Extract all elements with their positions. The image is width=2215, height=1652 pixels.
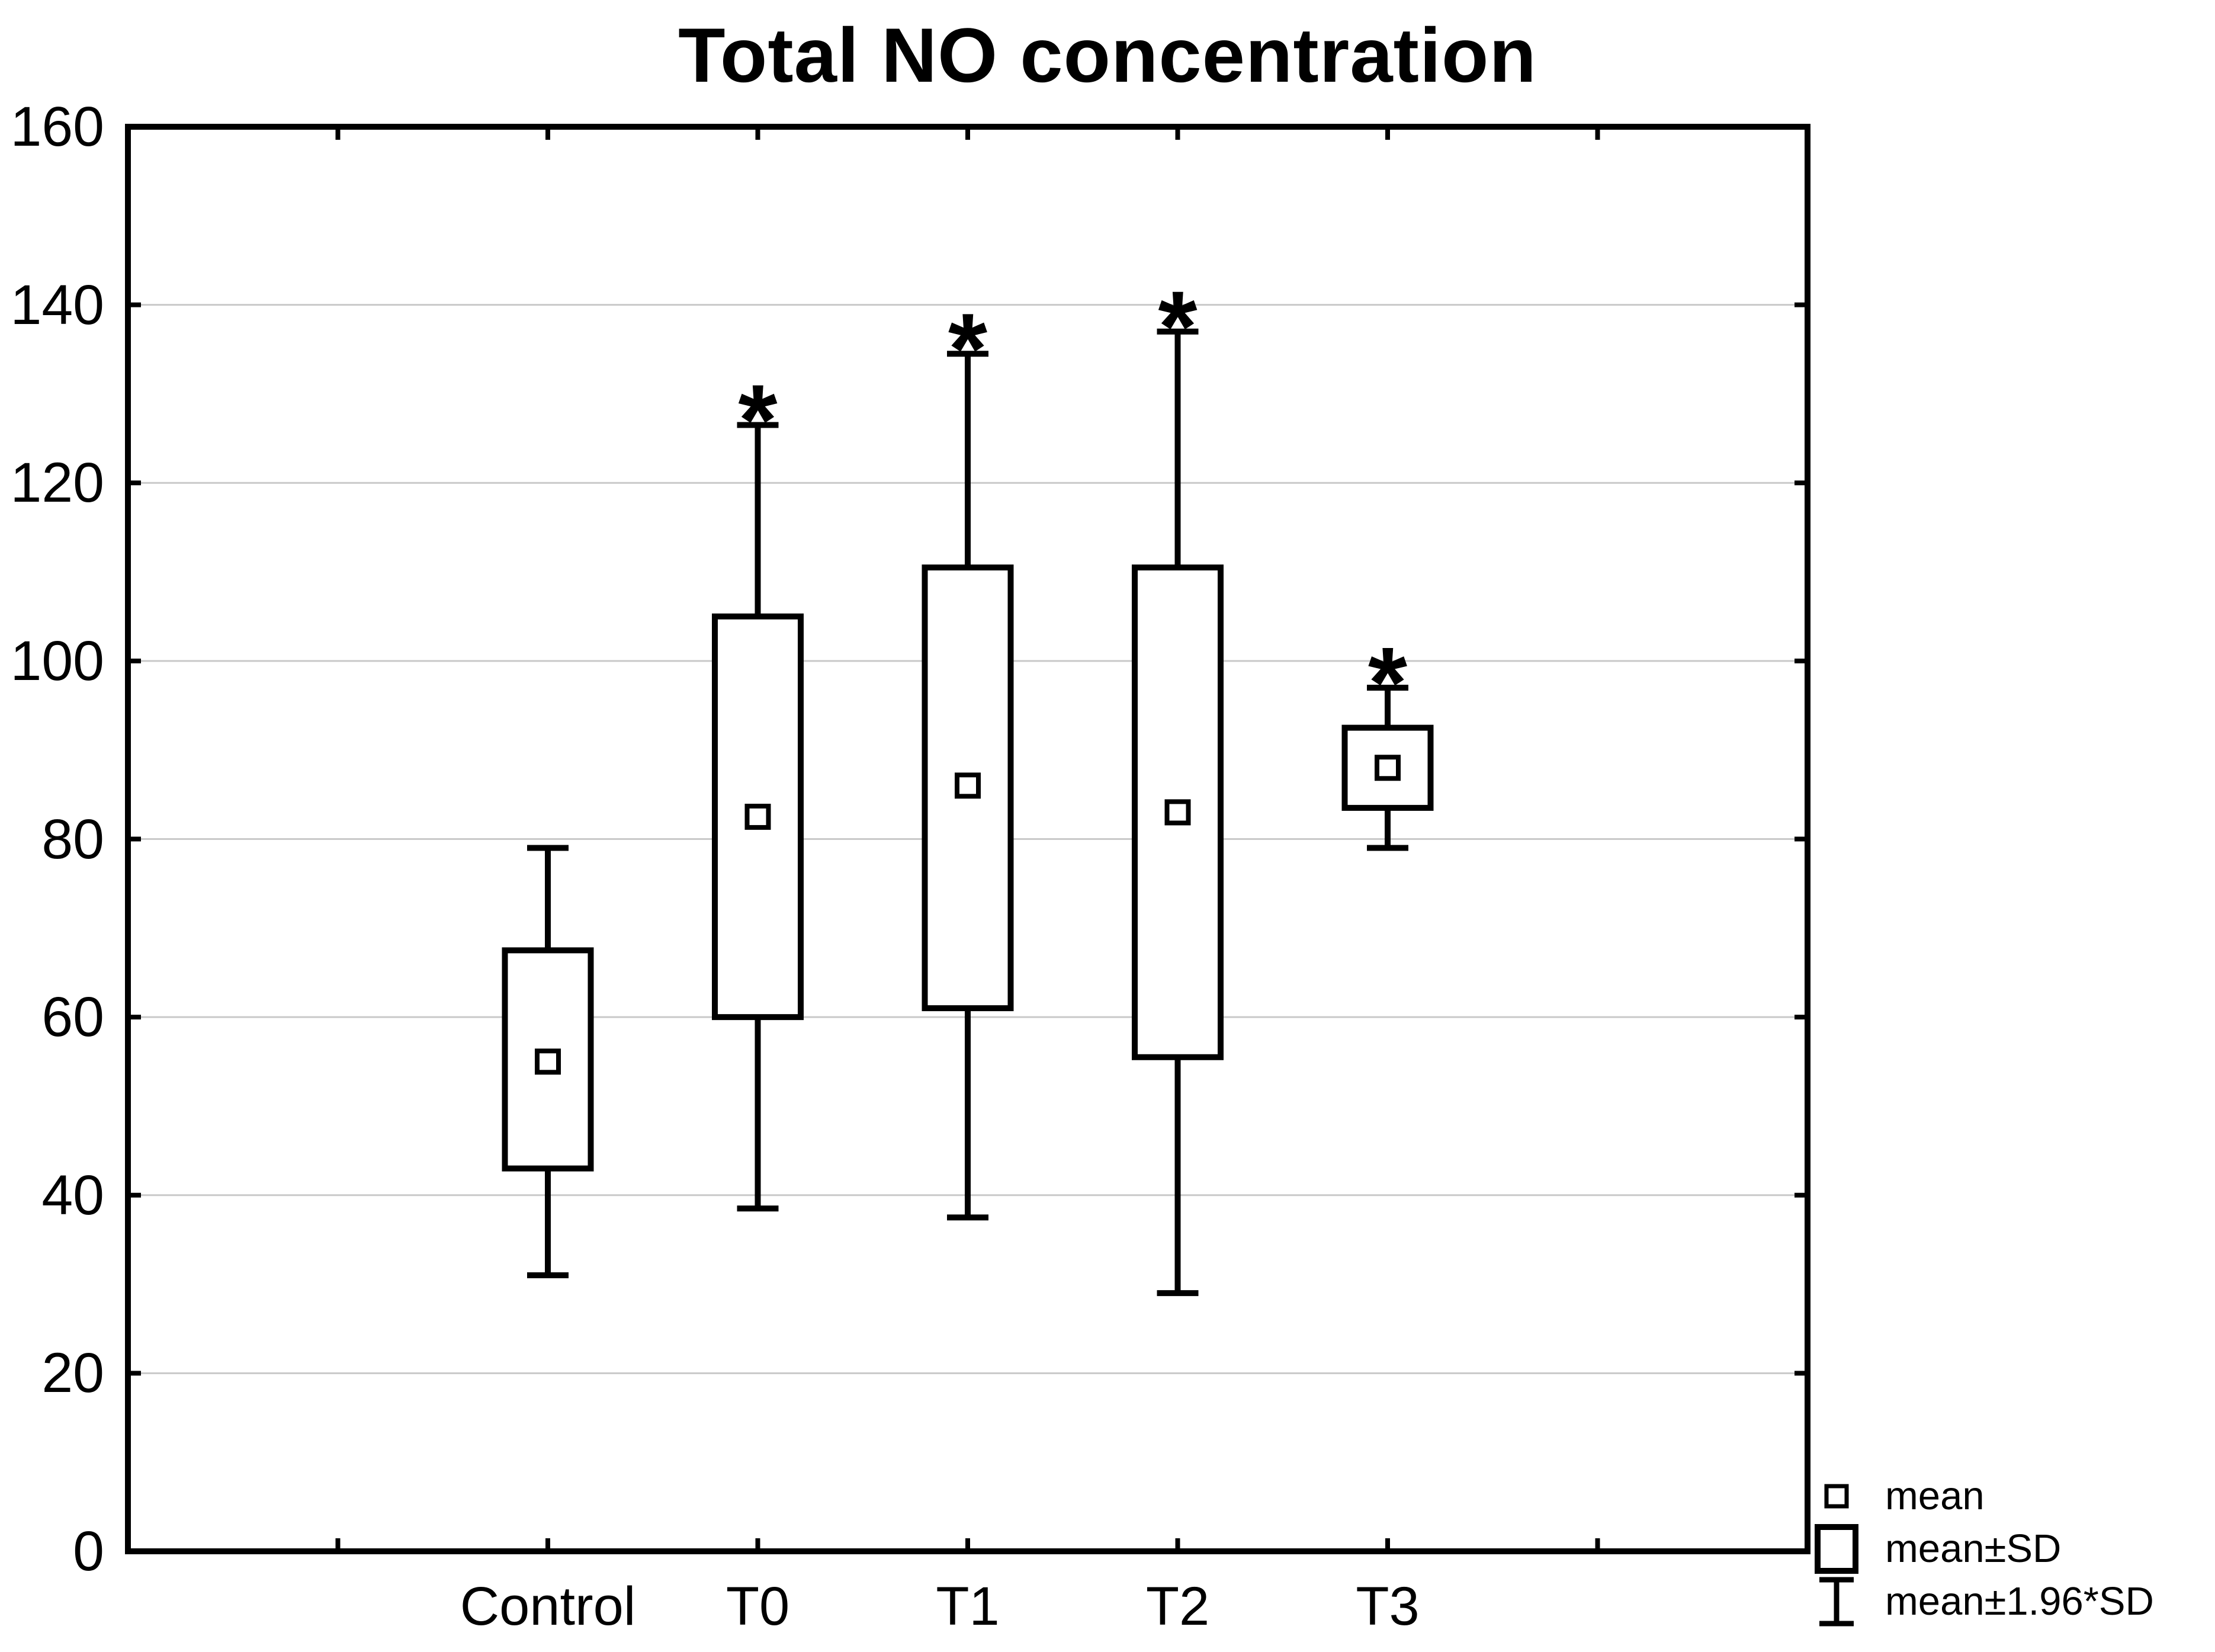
mean-marker-T0 (744, 803, 771, 830)
y-axis-tick-label-20: 20 (41, 1342, 104, 1405)
legend-sd-box-icon (1815, 1524, 1858, 1574)
y-axis-tick-label-140: 140 (10, 273, 104, 336)
x-axis-category-label-T1: T1 (936, 1576, 1000, 1637)
significance-asterisk-T2: * (1158, 271, 1197, 383)
significance-asterisk-T0: * (738, 364, 777, 477)
y-axis-tick-label-120: 120 (10, 451, 104, 515)
mean-marker-Control (535, 1048, 561, 1075)
mean-marker-T2 (1164, 799, 1191, 826)
legend-mean-square-icon (1824, 1484, 1849, 1509)
x-axis-category-label-T2: T2 (1145, 1576, 1210, 1637)
y-axis-tick-label-0: 0 (73, 1520, 104, 1583)
y-axis-tick-label-40: 40 (41, 1163, 104, 1227)
x-axis-category-label-Control: Control (460, 1576, 636, 1637)
legend-label-mean: mean (1885, 1474, 1985, 1518)
legend-label-mean-1-96-SD: mean±1.96*SD (1885, 1579, 2154, 1624)
significance-asterisk-T3: * (1368, 627, 1407, 739)
mean-marker-T1 (955, 772, 981, 799)
sd-box-Control (502, 947, 594, 1172)
legend-label-mean-SD: mean±SD (1885, 1526, 2062, 1571)
y-axis-tick-label-160: 160 (10, 95, 104, 158)
mean-marker-T3 (1375, 755, 1401, 781)
x-axis-category-label-T3: T3 (1356, 1576, 1420, 1637)
chart-title: Total NO concentration (678, 12, 1537, 98)
y-axis-tick-label-80: 80 (41, 807, 104, 871)
plot-frame (125, 124, 1810, 1554)
y-axis-tick-label-60: 60 (41, 986, 104, 1049)
significance-asterisk-T1: * (948, 293, 987, 405)
y-axis-tick-label-100: 100 (10, 629, 104, 692)
x-axis-category-label-T0: T0 (726, 1576, 790, 1637)
